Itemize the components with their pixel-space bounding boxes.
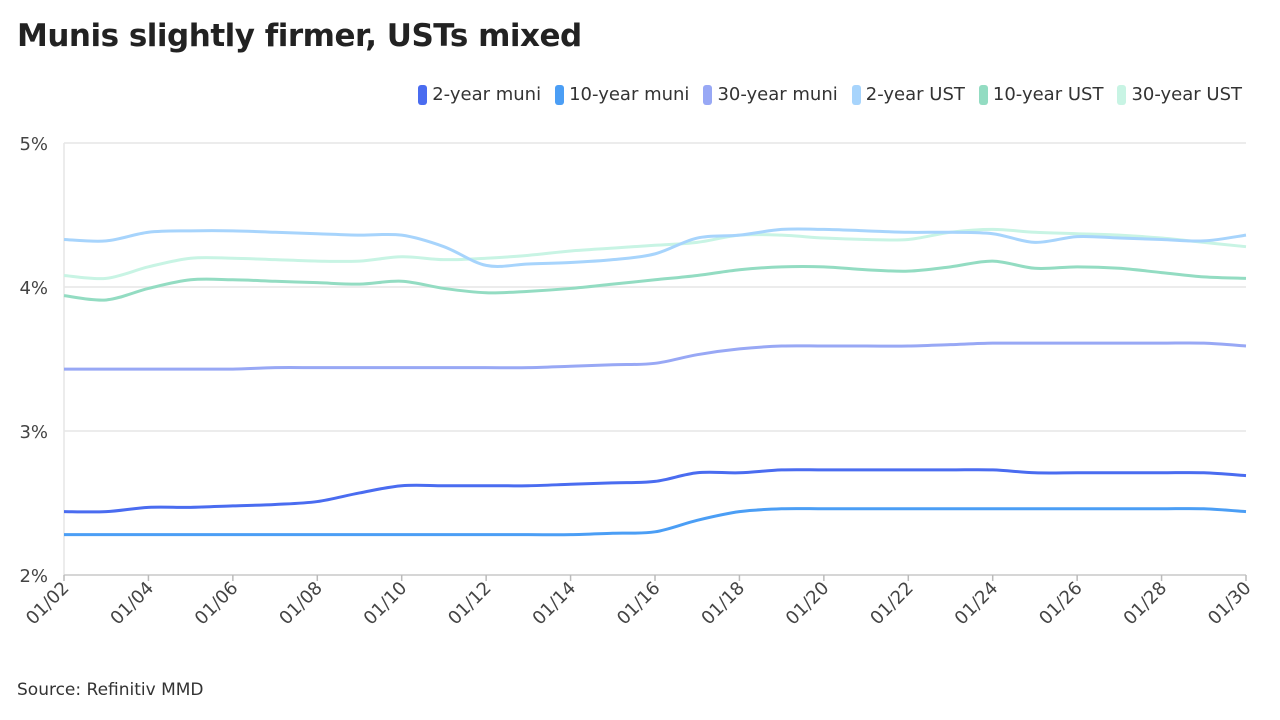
source-note: Source: Refinitiv MMD — [17, 680, 204, 700]
x-tick-label: 01/20 — [782, 578, 834, 630]
x-tick-label: 01/18 — [697, 578, 749, 630]
legend-item: 30-year UST — [1117, 84, 1242, 105]
x-tick-label: 01/10 — [360, 578, 412, 630]
legend-swatch — [418, 84, 428, 105]
series-line-30-year-ust — [63, 227, 1247, 281]
legend-label: 30-year muni — [717, 84, 838, 105]
legend-label: 10-year UST — [992, 84, 1104, 105]
x-tick-label: 01/16 — [613, 578, 665, 630]
x-tick-label: 01/08 — [275, 578, 327, 630]
legend-swatch — [978, 84, 988, 105]
series-line-2-year-ust — [63, 227, 1247, 268]
legend-item: 10-year UST — [978, 84, 1104, 105]
legend-swatch — [555, 84, 565, 105]
legend-label: 2-year UST — [865, 84, 965, 105]
y-tick-label: 2% — [19, 566, 48, 587]
series-line-2-year-muni — [63, 468, 1247, 514]
legend-item: 2-year UST — [851, 84, 965, 105]
legend-swatch — [1117, 84, 1127, 105]
legend-label: 30-year UST — [1131, 84, 1242, 105]
x-tick-label: 01/14 — [529, 578, 581, 630]
series-line-30-year-muni — [63, 341, 1247, 371]
legend-swatch — [703, 84, 713, 105]
legend-label: 2-year muni — [432, 84, 542, 105]
legend-item: 10-year muni — [555, 84, 689, 105]
x-tick-label: 01/06 — [191, 578, 243, 630]
legend: 2-year muni 10-year muni 30-year muni 2-yea… — [418, 84, 1242, 105]
legend-swatch — [851, 84, 861, 105]
x-tick-label: 01/30 — [1204, 578, 1256, 630]
legend-item: 30-year muni — [703, 84, 838, 105]
series-line-10-year-ust — [63, 259, 1247, 302]
x-tick-label: 01/26 — [1035, 578, 1087, 630]
x-tick-label: 01/24 — [951, 578, 1003, 630]
series-line-10-year-muni — [64, 507, 1247, 537]
y-tick-label: 3% — [19, 422, 48, 443]
chart-title: Munis slightly firmer, USTs mixed — [17, 18, 582, 54]
x-tick-label: 01/12 — [444, 578, 496, 630]
y-tick-label: 5% — [19, 134, 48, 155]
y-tick-label: 4% — [19, 278, 48, 299]
x-tick-label: 01/04 — [106, 578, 158, 630]
x-tick-label: 01/22 — [866, 578, 918, 630]
legend-label: 10-year muni — [569, 84, 690, 105]
x-tick-label: 01/28 — [1120, 578, 1172, 630]
legend-item: 2-year muni — [418, 84, 541, 105]
